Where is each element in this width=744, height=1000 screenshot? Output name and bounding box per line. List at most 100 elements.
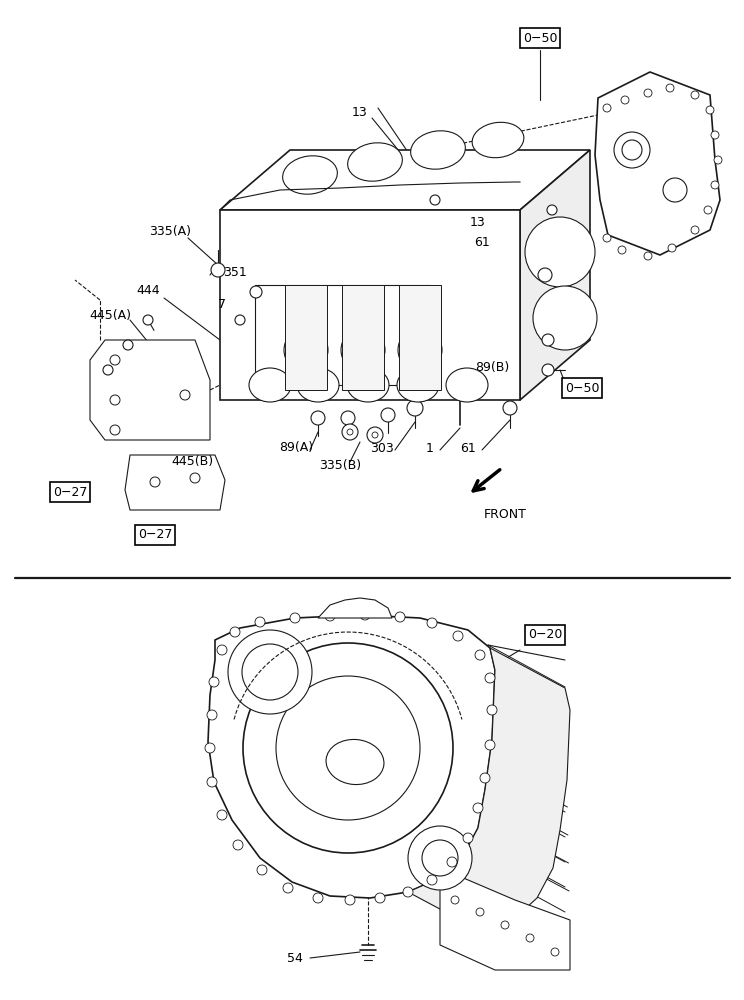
Circle shape — [711, 181, 719, 189]
Polygon shape — [255, 285, 430, 385]
Polygon shape — [285, 285, 327, 390]
Circle shape — [341, 328, 385, 372]
Circle shape — [180, 390, 190, 400]
Circle shape — [408, 826, 472, 890]
Circle shape — [143, 315, 153, 325]
Circle shape — [313, 893, 323, 903]
Circle shape — [525, 217, 595, 287]
Circle shape — [618, 246, 626, 254]
Text: 445(A): 445(A) — [89, 308, 131, 322]
Circle shape — [526, 934, 534, 942]
Ellipse shape — [297, 368, 339, 402]
Circle shape — [603, 104, 611, 112]
Circle shape — [207, 710, 217, 720]
Circle shape — [451, 896, 459, 904]
Circle shape — [473, 803, 483, 813]
Circle shape — [644, 252, 652, 260]
Text: FRONT: FRONT — [484, 508, 527, 522]
Circle shape — [453, 631, 463, 641]
Circle shape — [663, 178, 687, 202]
Polygon shape — [220, 210, 520, 400]
Ellipse shape — [249, 368, 291, 402]
Circle shape — [283, 883, 293, 893]
Circle shape — [395, 612, 405, 622]
Polygon shape — [520, 150, 590, 400]
Polygon shape — [408, 648, 570, 932]
Circle shape — [346, 604, 358, 616]
Circle shape — [342, 424, 358, 440]
Circle shape — [255, 617, 265, 627]
Circle shape — [228, 630, 312, 714]
Circle shape — [211, 263, 225, 277]
Text: 13: 13 — [352, 105, 368, 118]
Circle shape — [375, 893, 385, 903]
Polygon shape — [208, 615, 495, 898]
Circle shape — [110, 355, 120, 365]
Circle shape — [123, 340, 133, 350]
Circle shape — [242, 644, 298, 700]
Circle shape — [345, 895, 355, 905]
Circle shape — [284, 328, 328, 372]
Circle shape — [691, 91, 699, 99]
Circle shape — [209, 677, 219, 687]
Circle shape — [551, 948, 559, 956]
Circle shape — [427, 875, 437, 885]
Circle shape — [360, 610, 370, 620]
Polygon shape — [342, 285, 384, 390]
Text: 0−20: 0−20 — [527, 629, 562, 642]
Circle shape — [463, 833, 473, 843]
Circle shape — [407, 400, 423, 416]
Ellipse shape — [283, 156, 337, 194]
Circle shape — [398, 328, 442, 372]
Circle shape — [427, 618, 437, 628]
Circle shape — [538, 268, 552, 282]
Text: 89(A): 89(A) — [279, 442, 313, 454]
Text: 61: 61 — [474, 235, 490, 248]
Circle shape — [447, 857, 457, 867]
Circle shape — [110, 395, 120, 405]
Circle shape — [217, 645, 227, 655]
Circle shape — [290, 613, 300, 623]
Text: 0−50: 0−50 — [565, 381, 599, 394]
Text: 0−50: 0−50 — [523, 31, 557, 44]
Circle shape — [150, 477, 160, 487]
Circle shape — [476, 908, 484, 916]
Circle shape — [501, 921, 509, 929]
Circle shape — [711, 131, 719, 139]
Ellipse shape — [397, 368, 439, 402]
Circle shape — [110, 425, 120, 435]
Polygon shape — [440, 868, 570, 970]
Ellipse shape — [347, 143, 403, 181]
Text: 303: 303 — [370, 442, 394, 454]
Circle shape — [230, 627, 240, 637]
Ellipse shape — [446, 368, 488, 402]
Text: 444: 444 — [136, 284, 160, 296]
Circle shape — [103, 365, 113, 375]
Circle shape — [668, 244, 676, 252]
Circle shape — [542, 364, 554, 376]
Circle shape — [621, 96, 629, 104]
Circle shape — [503, 401, 517, 415]
Circle shape — [706, 106, 714, 114]
Text: 61: 61 — [460, 442, 476, 454]
Text: 351: 351 — [223, 265, 247, 278]
Text: 1: 1 — [426, 442, 434, 454]
Text: 335(A): 335(A) — [149, 226, 191, 238]
Circle shape — [250, 286, 262, 298]
Circle shape — [422, 840, 458, 876]
Ellipse shape — [411, 131, 465, 169]
Polygon shape — [399, 285, 441, 390]
Text: 7: 7 — [218, 298, 226, 312]
Circle shape — [381, 408, 395, 422]
Circle shape — [475, 650, 485, 660]
Circle shape — [487, 705, 497, 715]
Circle shape — [403, 887, 413, 897]
Circle shape — [205, 743, 215, 753]
Circle shape — [622, 140, 642, 160]
Text: 89(B): 89(B) — [475, 361, 509, 374]
Polygon shape — [125, 455, 225, 510]
Circle shape — [257, 865, 267, 875]
Circle shape — [235, 315, 245, 325]
Circle shape — [542, 334, 554, 346]
Circle shape — [603, 234, 611, 242]
